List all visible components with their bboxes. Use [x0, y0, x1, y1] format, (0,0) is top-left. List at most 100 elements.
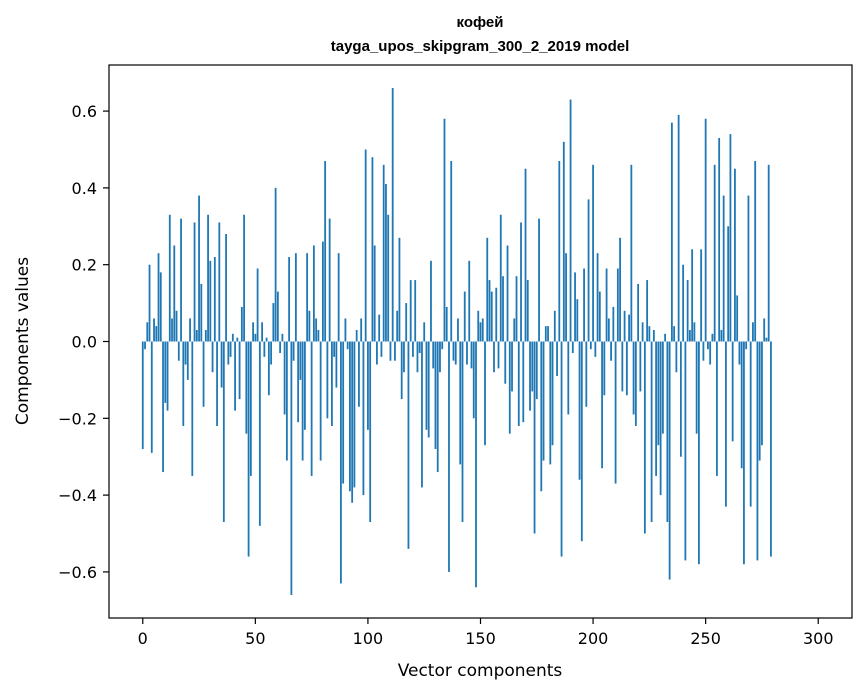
bar-196	[583, 268, 585, 342]
bar-21	[189, 318, 191, 342]
bar-85	[333, 341, 336, 357]
bar-214	[623, 310, 626, 342]
bar-260	[727, 226, 730, 342]
bar-111	[391, 88, 394, 342]
bar-56	[267, 341, 270, 396]
bar-194	[578, 341, 581, 480]
bar-103	[373, 245, 376, 342]
bar-223	[643, 341, 646, 534]
bars-group	[141, 88, 772, 595]
bar-133	[441, 341, 444, 350]
bar-99	[364, 149, 367, 342]
bar-72	[303, 341, 306, 430]
bar-207	[607, 318, 610, 342]
bar-268	[745, 341, 748, 350]
bar-141	[459, 341, 462, 465]
bar-54	[263, 341, 266, 357]
bar-64	[285, 341, 288, 461]
bar-251	[707, 341, 709, 350]
bar-80	[321, 241, 324, 342]
bar-192	[574, 272, 576, 342]
bar-236	[673, 326, 676, 342]
bar-208	[610, 341, 612, 361]
bar-57	[270, 341, 273, 365]
bar-190	[569, 99, 572, 342]
bar-52	[258, 341, 261, 526]
bar-69	[297, 341, 300, 423]
bar-68	[294, 253, 297, 342]
bar-73	[306, 253, 309, 342]
bar-107	[382, 164, 385, 342]
bar-82	[326, 341, 329, 419]
bar-206	[605, 268, 608, 342]
bar-231	[661, 341, 664, 434]
bar-270	[749, 341, 752, 507]
bar-126	[425, 341, 428, 430]
bar-226	[650, 341, 653, 522]
bar-8	[159, 272, 162, 342]
bar-137	[450, 161, 453, 342]
bar-92	[349, 341, 351, 492]
bar-81	[324, 161, 327, 342]
bar-271	[752, 322, 754, 342]
bar-233	[666, 341, 669, 522]
bar-222	[641, 322, 644, 342]
bar-172	[529, 341, 531, 411]
bar-76	[312, 245, 315, 342]
x-axis-label: Vector components	[398, 661, 563, 681]
bar-171	[526, 280, 529, 342]
bar-31	[211, 341, 214, 373]
bar-187	[562, 141, 565, 342]
bar-182	[551, 341, 554, 446]
bar-275	[761, 341, 763, 446]
bar-259	[725, 341, 727, 507]
x-axis: 0 50 100 150 200 250 300	[138, 618, 834, 648]
bar-9	[162, 341, 164, 473]
bar-159	[499, 214, 502, 342]
bar-12	[168, 214, 171, 342]
bar-169	[522, 341, 525, 423]
bar-20	[186, 341, 189, 380]
bar-98	[362, 341, 365, 496]
bar-181	[549, 341, 552, 465]
bar-18	[182, 341, 185, 426]
bar-120	[412, 341, 414, 357]
bar-15	[175, 310, 178, 342]
bar-191	[571, 341, 574, 354]
bar-238	[677, 114, 680, 342]
y-tick-label: 0.2	[72, 256, 97, 275]
bar-32	[213, 257, 216, 342]
bar-232	[664, 333, 667, 342]
bar-130	[434, 341, 437, 450]
y-tick-label: 0.4	[72, 179, 97, 198]
bar-256	[718, 137, 721, 342]
bar-210	[614, 341, 617, 484]
bar-224	[646, 280, 649, 342]
y-tick-label: 0.6	[72, 102, 97, 121]
bar-55	[265, 337, 268, 342]
bar-261	[729, 134, 732, 342]
bar-239	[679, 341, 682, 457]
bar-66	[290, 341, 293, 595]
bar-212	[619, 237, 621, 342]
bar-254	[713, 164, 716, 342]
bar-89	[342, 341, 345, 484]
bar-90	[344, 318, 347, 342]
bar-265	[738, 341, 741, 365]
bar-136	[448, 341, 450, 572]
x-tick-label: 0	[138, 629, 148, 648]
y-tick-label: −0.2	[58, 409, 97, 428]
bar-62	[281, 333, 284, 342]
bar-183	[553, 310, 556, 342]
bar-242	[686, 280, 689, 342]
bar-203	[598, 291, 601, 342]
bar-197	[585, 341, 588, 407]
bar-189	[567, 341, 570, 415]
bar-252	[709, 341, 712, 365]
bar-104	[376, 341, 378, 365]
bar-1	[144, 341, 146, 350]
bar-115	[400, 341, 403, 400]
bar-200	[592, 164, 594, 342]
bar-150	[479, 322, 482, 342]
bar-234	[668, 341, 671, 580]
